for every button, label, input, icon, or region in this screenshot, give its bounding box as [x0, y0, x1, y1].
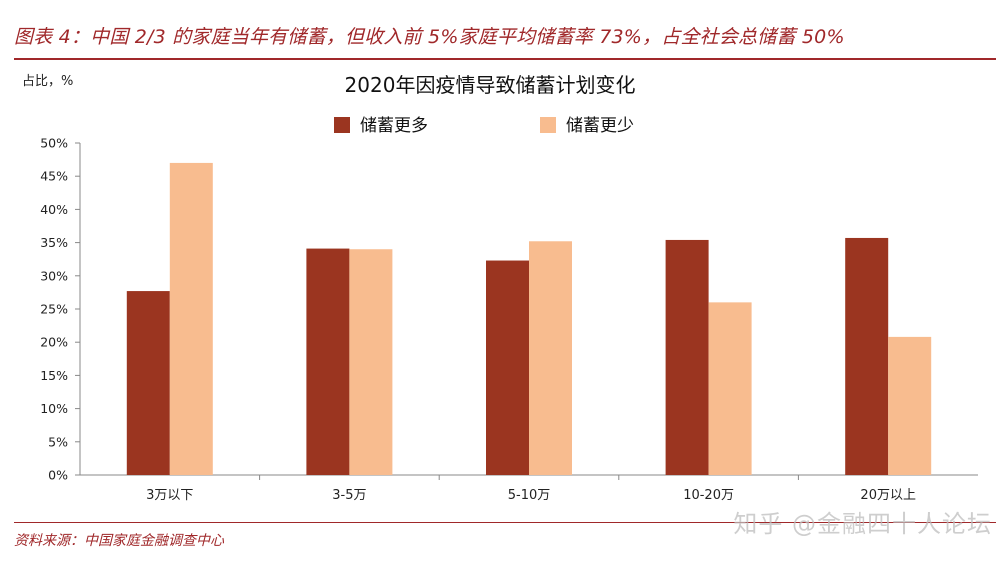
source-note: 资料来源：中国家庭金融调查中心	[14, 533, 224, 549]
y-tick-label: 40%	[40, 202, 68, 217]
title-underline	[14, 58, 996, 60]
x-tick-label: 5-10万	[508, 488, 551, 503]
source-divider	[14, 522, 996, 523]
bar	[888, 336, 932, 475]
x-tick-label: 10-20万	[683, 488, 734, 503]
y-tick-label: 20%	[40, 335, 68, 350]
y-tick-label: 35%	[40, 235, 68, 250]
bar	[306, 248, 350, 475]
legend-swatch	[334, 117, 350, 133]
y-tick-label: 0%	[48, 468, 68, 483]
y-tick-label: 15%	[40, 368, 68, 383]
y-tick-label: 30%	[40, 268, 68, 283]
bar	[665, 239, 709, 475]
legend-label: 储蓄更少	[566, 116, 634, 136]
y-tick-label: 25%	[40, 302, 68, 317]
x-tick-label: 3-5万	[332, 488, 366, 503]
x-tick-label: 20万以上	[860, 488, 916, 503]
legend-label: 储蓄更多	[360, 116, 428, 136]
legend-swatch	[540, 117, 556, 133]
bar	[845, 237, 889, 475]
bar	[126, 291, 170, 475]
y-tick-label: 45%	[40, 169, 68, 184]
bar	[349, 249, 393, 475]
chart-title: 2020年因疫情导致储蓄计划变化	[345, 73, 636, 97]
watermark: 知乎 @金融四十人论坛	[733, 510, 992, 538]
figure-title: 图表 4：中国 2/3 的家庭当年有储蓄，但收入前 5%家庭平均储蓄率 73%，…	[14, 26, 845, 48]
y-tick-label: 10%	[40, 401, 68, 416]
bar	[486, 260, 529, 475]
bar	[708, 302, 752, 475]
y-tick-label: 50%	[40, 136, 68, 151]
bar	[169, 162, 213, 476]
y-tick-label: 5%	[48, 434, 68, 449]
x-tick-label: 3万以下	[146, 488, 193, 503]
bar	[529, 241, 572, 475]
unit-label: 占比，%	[22, 74, 74, 89]
